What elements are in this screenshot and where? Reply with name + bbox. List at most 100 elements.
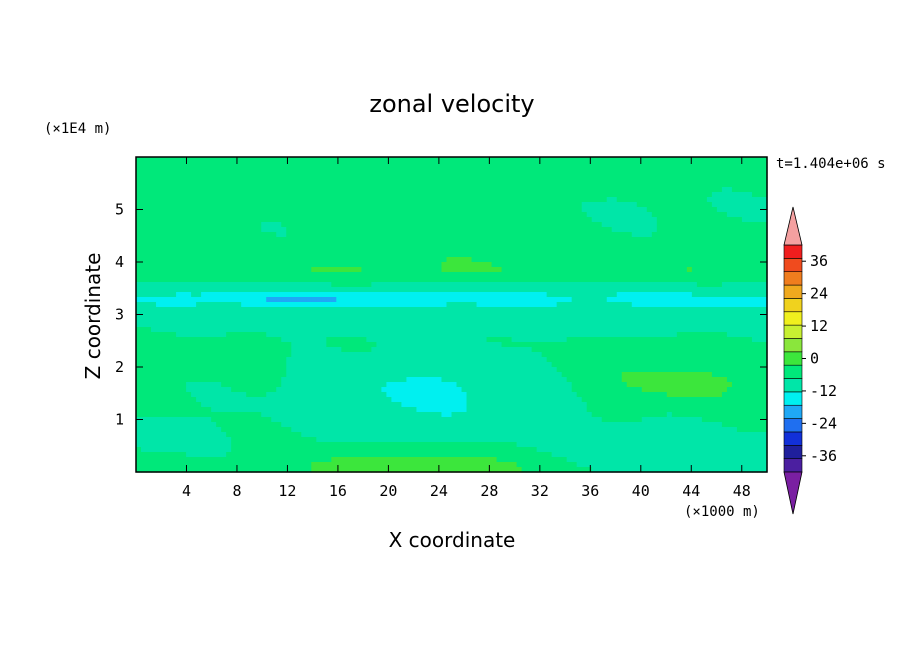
field-cell: [711, 222, 718, 228]
field-cell: [616, 327, 623, 333]
field-cell: [661, 282, 668, 288]
field-cell: [666, 297, 673, 303]
field-cell: [531, 292, 538, 298]
field-cell: [541, 272, 548, 278]
field-cell: [716, 322, 723, 328]
field-cell: [586, 327, 593, 333]
field-cell: [296, 257, 302, 263]
field-cell: [551, 182, 558, 188]
field-cell: [556, 282, 563, 288]
field-cell: [356, 227, 362, 233]
field-cell: [661, 167, 668, 173]
field-cell: [336, 352, 342, 358]
field-cell: [341, 172, 347, 178]
field-cell: [636, 182, 643, 188]
field-cell: [451, 347, 458, 353]
field-cell: [256, 207, 262, 213]
field-cell: [631, 287, 638, 293]
field-cell: [191, 317, 197, 323]
field-cell: [441, 257, 448, 263]
field-cell: [596, 332, 603, 338]
field-cell: [416, 212, 423, 218]
field-cell: [531, 272, 538, 278]
field-cell: [211, 352, 217, 358]
field-cell: [316, 342, 322, 348]
field-cell: [741, 247, 748, 253]
field-cell: [371, 257, 377, 263]
field-cell: [406, 157, 413, 163]
field-cell: [711, 337, 718, 343]
field-cell: [571, 207, 578, 213]
field-cell: [211, 227, 217, 233]
field-cell: [421, 257, 428, 263]
field-cell: [441, 247, 448, 253]
field-cell: [461, 312, 468, 318]
field-cell: [756, 327, 763, 333]
field-cell: [556, 342, 563, 348]
field-cell: [696, 192, 703, 198]
field-cell: [386, 272, 393, 278]
field-cell: [386, 342, 393, 348]
field-cell: [721, 177, 728, 183]
field-cell: [466, 317, 473, 323]
field-cell: [551, 212, 558, 218]
field-cell: [356, 342, 362, 348]
field-cell: [396, 262, 403, 268]
field-cell: [646, 262, 653, 268]
field-cell: [751, 282, 758, 288]
field-cell: [366, 277, 372, 283]
field-cell: [526, 212, 533, 218]
field-cell: [196, 162, 202, 168]
field-cell: [241, 162, 247, 168]
field-cell: [631, 262, 638, 268]
field-cell: [231, 277, 237, 283]
field-cell: [366, 317, 372, 323]
field-cell: [521, 212, 528, 218]
field-cell: [246, 227, 252, 233]
field-cell: [471, 167, 478, 173]
field-cell: [416, 247, 423, 253]
field-cell: [296, 177, 302, 183]
field-cell: [211, 237, 217, 243]
field-cell: [146, 207, 152, 213]
field-cell: [286, 172, 292, 178]
field-cell: [561, 227, 568, 233]
field-cell: [586, 167, 593, 173]
field-cell: [441, 207, 448, 213]
field-cell: [386, 197, 393, 203]
field-cell: [166, 177, 172, 183]
field-cell: [751, 242, 758, 248]
field-cell: [366, 202, 372, 208]
field-cell: [276, 317, 282, 323]
field-cell: [306, 337, 312, 343]
field-cell: [156, 167, 162, 173]
field-cell: [526, 307, 533, 313]
field-cell: [496, 302, 503, 308]
field-cell: [346, 222, 352, 228]
field-cell: [261, 282, 267, 288]
field-cell: [136, 167, 142, 173]
field-cell: [566, 252, 573, 258]
field-cell: [261, 297, 267, 303]
field-cell: [291, 327, 297, 333]
field-cell: [441, 172, 448, 178]
field-cell: [176, 182, 182, 188]
field-cell: [656, 237, 663, 243]
field-cell: [466, 257, 473, 263]
field-cell: [236, 262, 242, 268]
field-cell: [746, 337, 753, 343]
field-cell: [681, 347, 688, 353]
field-cell: [611, 177, 618, 183]
field-cell: [651, 332, 658, 338]
field-cell: [511, 247, 518, 253]
field-cell: [726, 197, 733, 203]
field-cell: [226, 312, 232, 318]
field-cell: [386, 207, 393, 213]
field-cell: [471, 332, 478, 338]
field-cell: [541, 307, 548, 313]
field-cell: [251, 247, 257, 253]
field-cell: [391, 172, 398, 178]
field-cell: [136, 177, 142, 183]
field-cell: [246, 302, 252, 308]
field-cell: [456, 342, 463, 348]
